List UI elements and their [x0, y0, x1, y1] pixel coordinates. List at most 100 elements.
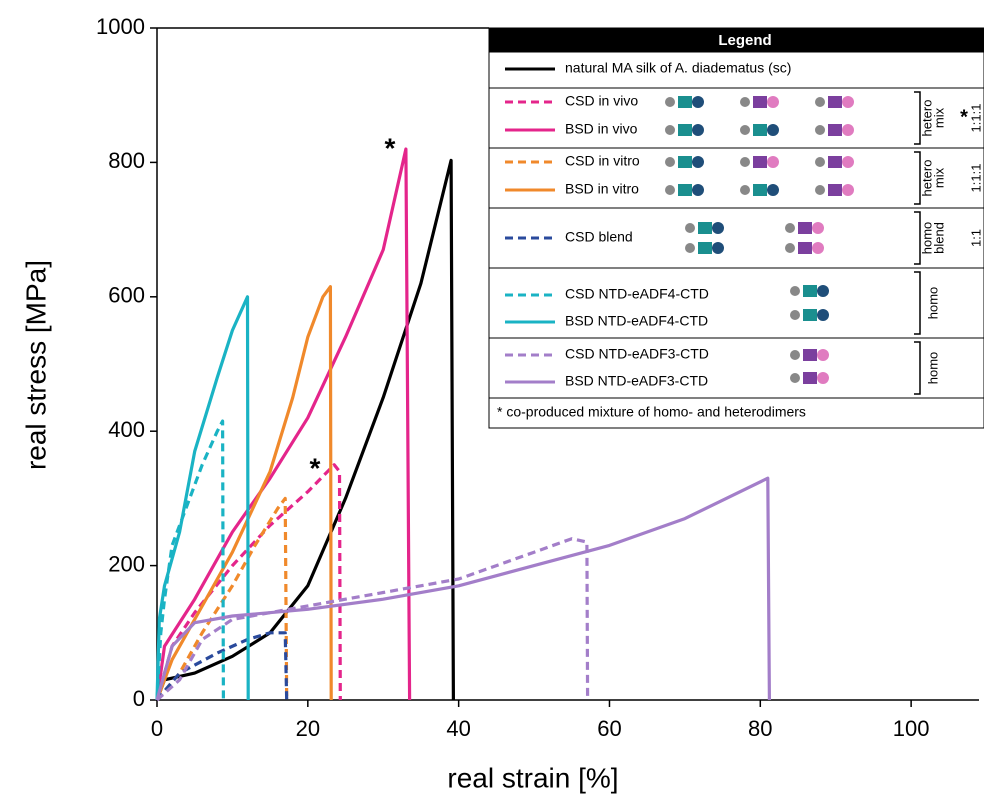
legend-bracket [914, 271, 921, 335]
icon-domain [817, 285, 829, 297]
x-axis-label: real strain [%] [447, 762, 618, 793]
group-label: hetero [919, 160, 934, 197]
y-tick-label: 200 [108, 551, 145, 576]
legend-label: CSD in vivo [565, 93, 638, 109]
icon-domain [790, 373, 800, 383]
icon-domain [767, 124, 779, 136]
icon-domain [812, 222, 824, 234]
legend-label: BSD in vivo [565, 121, 638, 137]
icon-domain [678, 184, 692, 196]
icon-domain [692, 184, 704, 196]
group-label: hetero [919, 100, 934, 137]
legend-label: CSD NTD-eADF3-CTD [565, 346, 709, 362]
series-line [155, 295, 250, 701]
icon-domain [790, 286, 800, 296]
legend-label: BSD in vitro [565, 181, 639, 197]
icon-domain [692, 96, 704, 108]
icon-domain [812, 242, 824, 254]
icon-domain [698, 222, 712, 234]
series-line [155, 496, 289, 702]
icon-domain [740, 157, 750, 167]
group-ratio: 1:1:1 [968, 104, 983, 133]
x-tick-label: 20 [296, 716, 320, 741]
icon-domain [842, 184, 854, 196]
group-label: mix [931, 107, 946, 128]
icon-domain [698, 242, 712, 254]
icon-domain [817, 349, 829, 361]
icon-domain [842, 156, 854, 168]
x-tick-label: 100 [893, 716, 930, 741]
legend-bracket [914, 211, 921, 265]
icon-domain [712, 242, 724, 254]
icon-domain [790, 310, 800, 320]
icon-domain [790, 350, 800, 360]
icon-domain [815, 125, 825, 135]
icon-domain [678, 156, 692, 168]
icon-domain [828, 184, 842, 196]
legend-title: Legend [718, 32, 771, 49]
group-ratio: 1:1 [968, 229, 983, 247]
legend: Legend natural MA silk of A. diadematus … [488, 27, 984, 429]
series-line [155, 419, 225, 701]
icon-domain [753, 124, 767, 136]
icon-domain [842, 124, 854, 136]
icon-domain [842, 96, 854, 108]
icon-domain [692, 156, 704, 168]
legend-frame [488, 27, 984, 429]
annotation: * [385, 132, 396, 163]
group-label: mix [931, 167, 946, 188]
icon-domain [685, 243, 695, 253]
icon-domain [712, 222, 724, 234]
group-label: blend [931, 222, 946, 254]
y-tick-label: 0 [133, 686, 145, 711]
icon-domain [817, 309, 829, 321]
icon-domain [815, 157, 825, 167]
legend-bracket [914, 91, 921, 145]
icon-domain [803, 349, 817, 361]
legend-bracket [914, 151, 921, 205]
icon-domain [767, 156, 779, 168]
icon-domain [803, 372, 817, 384]
legend-header [489, 28, 984, 52]
y-axis-label: real stress [MPa] [20, 260, 51, 470]
icon-domain [785, 223, 795, 233]
legend-label: natural MA silk of A. diadematus (sc) [565, 60, 791, 76]
group-label: homo [919, 222, 934, 255]
icon-domain [815, 185, 825, 195]
x-tick-label: 40 [446, 716, 470, 741]
legend-label: BSD NTD-eADF3-CTD [565, 373, 708, 389]
y-tick-label: 1000 [96, 14, 145, 39]
icon-domain [767, 96, 779, 108]
icon-domain [828, 124, 842, 136]
icon-domain [803, 285, 817, 297]
series-line [155, 463, 342, 701]
legend-label: BSD NTD-eADF4-CTD [565, 313, 708, 329]
icon-domain [803, 309, 817, 321]
icon-domain [828, 156, 842, 168]
series-line [155, 147, 412, 701]
icon-domain [753, 156, 767, 168]
legend-label: CSD in vitro [565, 153, 640, 169]
group-ratio: 1:1:1 [968, 164, 983, 193]
legend-bracket [914, 341, 921, 395]
icon-domain [665, 97, 675, 107]
icon-domain [665, 157, 675, 167]
icon-domain [767, 184, 779, 196]
icon-domain [665, 125, 675, 135]
icon-domain [798, 242, 812, 254]
group-label: homo [925, 352, 940, 385]
icon-domain [740, 125, 750, 135]
x-tick-label: 0 [151, 716, 163, 741]
icon-domain [817, 372, 829, 384]
series-line [155, 158, 455, 701]
x-tick-label: 60 [597, 716, 621, 741]
icon-domain [740, 185, 750, 195]
series-line [155, 537, 590, 702]
icon-domain [678, 96, 692, 108]
icon-domain [753, 184, 767, 196]
icon-domain [740, 97, 750, 107]
icon-domain [692, 124, 704, 136]
x-tick-label: 80 [748, 716, 772, 741]
icon-domain [828, 96, 842, 108]
